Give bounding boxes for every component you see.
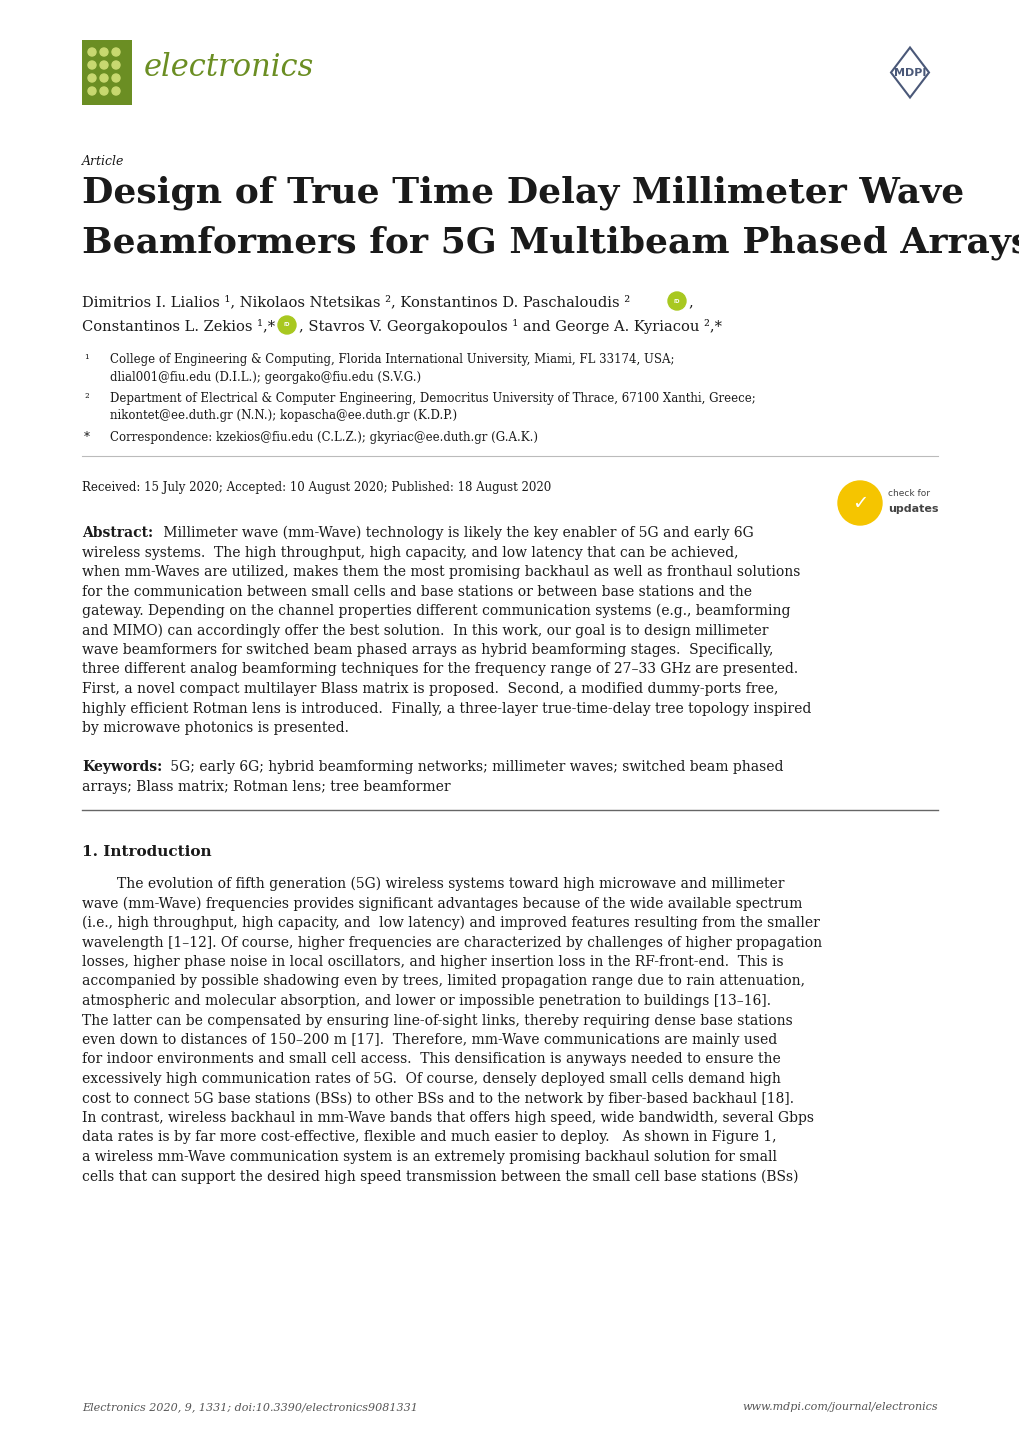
Text: College of Engineering & Computing, Florida International University, Miami, FL : College of Engineering & Computing, Flor… [110, 353, 674, 366]
Text: when mm-Waves are utilized, makes them the most promising backhaul as well as fr: when mm-Waves are utilized, makes them t… [82, 565, 800, 580]
Text: wave beamformers for switched beam phased arrays as hybrid beamforming stages.  : wave beamformers for switched beam phase… [82, 643, 772, 658]
Text: excessively high communication rates of 5G.  Of course, densely deployed small c: excessively high communication rates of … [82, 1071, 781, 1086]
Text: and MIMO) can accordingly offer the best solution.  In this work, our goal is to: and MIMO) can accordingly offer the best… [82, 623, 767, 637]
Text: 1. Introduction: 1. Introduction [82, 845, 211, 859]
Text: cells that can support the desired high speed transmission between the small cel: cells that can support the desired high … [82, 1169, 798, 1184]
Text: arrays; Blass matrix; Rotman lens; tree beamformer: arrays; Blass matrix; Rotman lens; tree … [82, 780, 450, 795]
Text: atmospheric and molecular absorption, and lower or impossible penetration to bui: atmospheric and molecular absorption, an… [82, 994, 770, 1008]
Text: , Stavros V. Georgakopoulos ¹ and George A. Kyriacou ²,*: , Stavros V. Georgakopoulos ¹ and George… [299, 319, 721, 335]
Circle shape [100, 87, 108, 95]
Text: check for: check for [888, 489, 929, 497]
Circle shape [88, 74, 96, 82]
Text: 5G; early 6G; hybrid beamforming networks; millimeter waves; switched beam phase: 5G; early 6G; hybrid beamforming network… [166, 760, 783, 774]
Text: Millimeter wave (mm-Wave) technology is likely the key enabler of 5G and early 6: Millimeter wave (mm-Wave) technology is … [159, 526, 753, 541]
Polygon shape [891, 48, 928, 98]
Text: ²: ² [84, 392, 89, 405]
Circle shape [112, 74, 120, 82]
Text: Abstract:: Abstract: [82, 526, 153, 539]
Text: wave (mm-Wave) frequencies provides significant advantages because of the wide a: wave (mm-Wave) frequencies provides sign… [82, 897, 802, 911]
Text: dlial001@fiu.edu (D.I.L.); georgako@fiu.edu (S.V.G.): dlial001@fiu.edu (D.I.L.); georgako@fiu.… [110, 371, 421, 384]
Text: Beamformers for 5G Multibeam Phased Arrays: Beamformers for 5G Multibeam Phased Arra… [82, 225, 1019, 260]
Text: data rates is by far more cost-effective, flexible and much easier to deploy.   : data rates is by far more cost-effective… [82, 1131, 775, 1145]
Circle shape [88, 48, 96, 56]
Text: accompanied by possible shadowing even by trees, limited propagation range due t: accompanied by possible shadowing even b… [82, 975, 804, 989]
Circle shape [838, 482, 881, 525]
Text: Constantinos L. Zekios ¹,*: Constantinos L. Zekios ¹,* [82, 319, 275, 333]
Text: Article: Article [82, 154, 124, 169]
Text: Electronics 2020, 9, 1331; doi:10.3390/electronics9081331: Electronics 2020, 9, 1331; doi:10.3390/e… [82, 1402, 418, 1412]
Text: First, a novel compact multilayer Blass matrix is proposed.  Second, a modified : First, a novel compact multilayer Blass … [82, 682, 777, 696]
Text: nikontet@ee.duth.gr (N.N.); kopascha@ee.duth.gr (K.D.P.): nikontet@ee.duth.gr (N.N.); kopascha@ee.… [110, 410, 457, 423]
Text: cost to connect 5G base stations (BSs) to other BSs and to the network by fiber-: cost to connect 5G base stations (BSs) t… [82, 1092, 793, 1106]
Circle shape [100, 48, 108, 56]
Text: electronics: electronics [144, 52, 314, 84]
Text: iD: iD [674, 298, 680, 303]
Text: wavelength [1–12]. Of course, higher frequencies are characterized by challenges: wavelength [1–12]. Of course, higher fre… [82, 936, 821, 949]
Circle shape [278, 316, 296, 335]
Text: *: * [84, 431, 90, 444]
Text: even down to distances of 150–200 m [17].  Therefore, mm-Wave communications are: even down to distances of 150–200 m [17]… [82, 1032, 776, 1047]
Circle shape [112, 48, 120, 56]
Text: Design of True Time Delay Millimeter Wave: Design of True Time Delay Millimeter Wav… [82, 174, 963, 209]
Text: a wireless mm-Wave communication system is an extremely promising backhaul solut: a wireless mm-Wave communication system … [82, 1151, 776, 1164]
Text: The latter can be compensated by ensuring line-of-sight links, thereby requiring: The latter can be compensated by ensurin… [82, 1014, 792, 1028]
Text: Received: 15 July 2020; Accepted: 10 August 2020; Published: 18 August 2020: Received: 15 July 2020; Accepted: 10 Aug… [82, 482, 550, 495]
Circle shape [112, 61, 120, 69]
Text: losses, higher phase noise in local oscillators, and higher insertion loss in th: losses, higher phase noise in local osci… [82, 955, 783, 969]
Text: Correspondence: kzekios@fiu.edu (C.L.Z.); gkyriac@ee.duth.gr (G.A.K.): Correspondence: kzekios@fiu.edu (C.L.Z.)… [110, 431, 537, 444]
Text: highly efficient Rotman lens is introduced.  Finally, a three-layer true-time-de: highly efficient Rotman lens is introduc… [82, 701, 810, 715]
Text: by microwave photonics is presented.: by microwave photonics is presented. [82, 721, 348, 735]
Circle shape [100, 61, 108, 69]
Text: ✓: ✓ [851, 493, 867, 512]
Text: (i.e., high throughput, high capacity, and  low latency) and improved features r: (i.e., high throughput, high capacity, a… [82, 916, 819, 930]
Text: Keywords:: Keywords: [82, 760, 162, 774]
Text: The evolution of fifth generation (5G) wireless systems toward high microwave an: The evolution of fifth generation (5G) w… [117, 877, 784, 891]
Text: Dimitrios I. Lialios ¹, Nikolaos Ntetsikas ², Konstantinos D. Paschaloudis ²: Dimitrios I. Lialios ¹, Nikolaos Ntetsik… [82, 296, 630, 309]
Circle shape [88, 87, 96, 95]
Circle shape [112, 87, 120, 95]
Text: for indoor environments and small cell access.  This densification is anyways ne: for indoor environments and small cell a… [82, 1053, 780, 1067]
Text: gateway. Depending on the channel properties different communication systems (e.: gateway. Depending on the channel proper… [82, 604, 790, 619]
Text: three different analog beamforming techniques for the frequency range of 27–33 G: three different analog beamforming techn… [82, 662, 797, 676]
Text: MDPI: MDPI [893, 68, 925, 78]
Text: In contrast, wireless backhaul in mm-Wave bands that offers high speed, wide ban: In contrast, wireless backhaul in mm-Wav… [82, 1110, 813, 1125]
Circle shape [667, 291, 686, 310]
Text: Department of Electrical & Computer Engineering, Democritus University of Thrace: Department of Electrical & Computer Engi… [110, 392, 755, 405]
Text: wireless systems.  The high throughput, high capacity, and low latency that can : wireless systems. The high throughput, h… [82, 545, 738, 559]
Circle shape [100, 74, 108, 82]
Text: www.mdpi.com/journal/electronics: www.mdpi.com/journal/electronics [742, 1402, 937, 1412]
Text: for the communication between small cells and base stations or between base stat: for the communication between small cell… [82, 584, 751, 598]
Text: ¹: ¹ [84, 353, 89, 366]
Text: iD: iD [283, 323, 290, 327]
Text: updates: updates [888, 505, 937, 513]
FancyBboxPatch shape [82, 40, 131, 105]
Circle shape [88, 61, 96, 69]
Text: ,: , [688, 296, 692, 309]
